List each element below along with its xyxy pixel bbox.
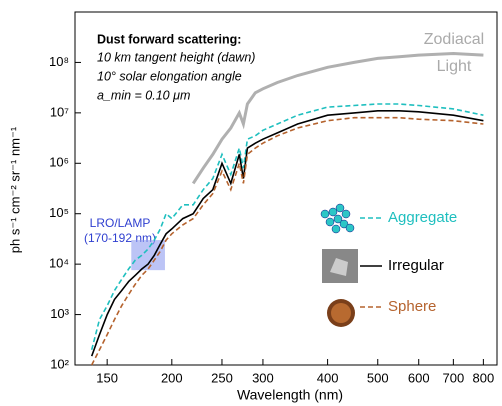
y-tick-label: 10⁷	[50, 104, 69, 119]
x-tick-label: 600	[408, 370, 430, 385]
annotation: Dust forward scattering:	[97, 32, 241, 46]
annotation: a_min = 0.10 μm	[97, 88, 190, 102]
x-tick-label: 150	[96, 370, 118, 385]
zodiacal-label: Light	[437, 58, 472, 75]
y-tick-label: 10⁴	[49, 256, 69, 271]
series-line	[90, 110, 484, 357]
annotation: 10 km tangent height (dawn)	[97, 50, 255, 64]
legend-label: Aggregate	[388, 209, 457, 226]
x-axis-label: Wavelength (nm)	[237, 387, 343, 403]
series-line	[90, 116, 484, 366]
x-tick-label: 400	[317, 370, 339, 385]
series-line	[90, 103, 484, 350]
x-tick-label: 250	[211, 370, 233, 385]
x-tick-label: 800	[473, 370, 495, 385]
x-tick-label: 200	[161, 370, 183, 385]
y-tick-label: 10⁶	[49, 155, 69, 170]
annotation-block: Dust forward scattering: 10 km tangent h…	[97, 32, 255, 102]
annotation: 10° solar elongation angle	[97, 69, 242, 83]
zodiacal-label: Zodiacal	[424, 31, 484, 48]
series-line	[191, 51, 484, 185]
legend-label: Sphere	[388, 298, 436, 315]
x-tick-label: 500	[367, 370, 389, 385]
x-tick-label: 300	[252, 370, 274, 385]
x-tick-label: 700	[443, 370, 465, 385]
y-tick-label: 10²	[50, 356, 69, 371]
legend-label: Irregular	[388, 257, 444, 274]
y-tick-label: 10⁵	[49, 205, 69, 220]
legend-icons	[320, 203, 358, 327]
y-tick-label: 10⁸	[49, 54, 69, 69]
plot-frame	[74, 11, 498, 366]
lamp-label: LRO/LAMP	[90, 216, 151, 230]
y-tick-label: 10³	[50, 306, 69, 321]
y-axis-label: ph s⁻¹ cm⁻² sr⁻¹ nm⁻¹	[7, 126, 22, 253]
